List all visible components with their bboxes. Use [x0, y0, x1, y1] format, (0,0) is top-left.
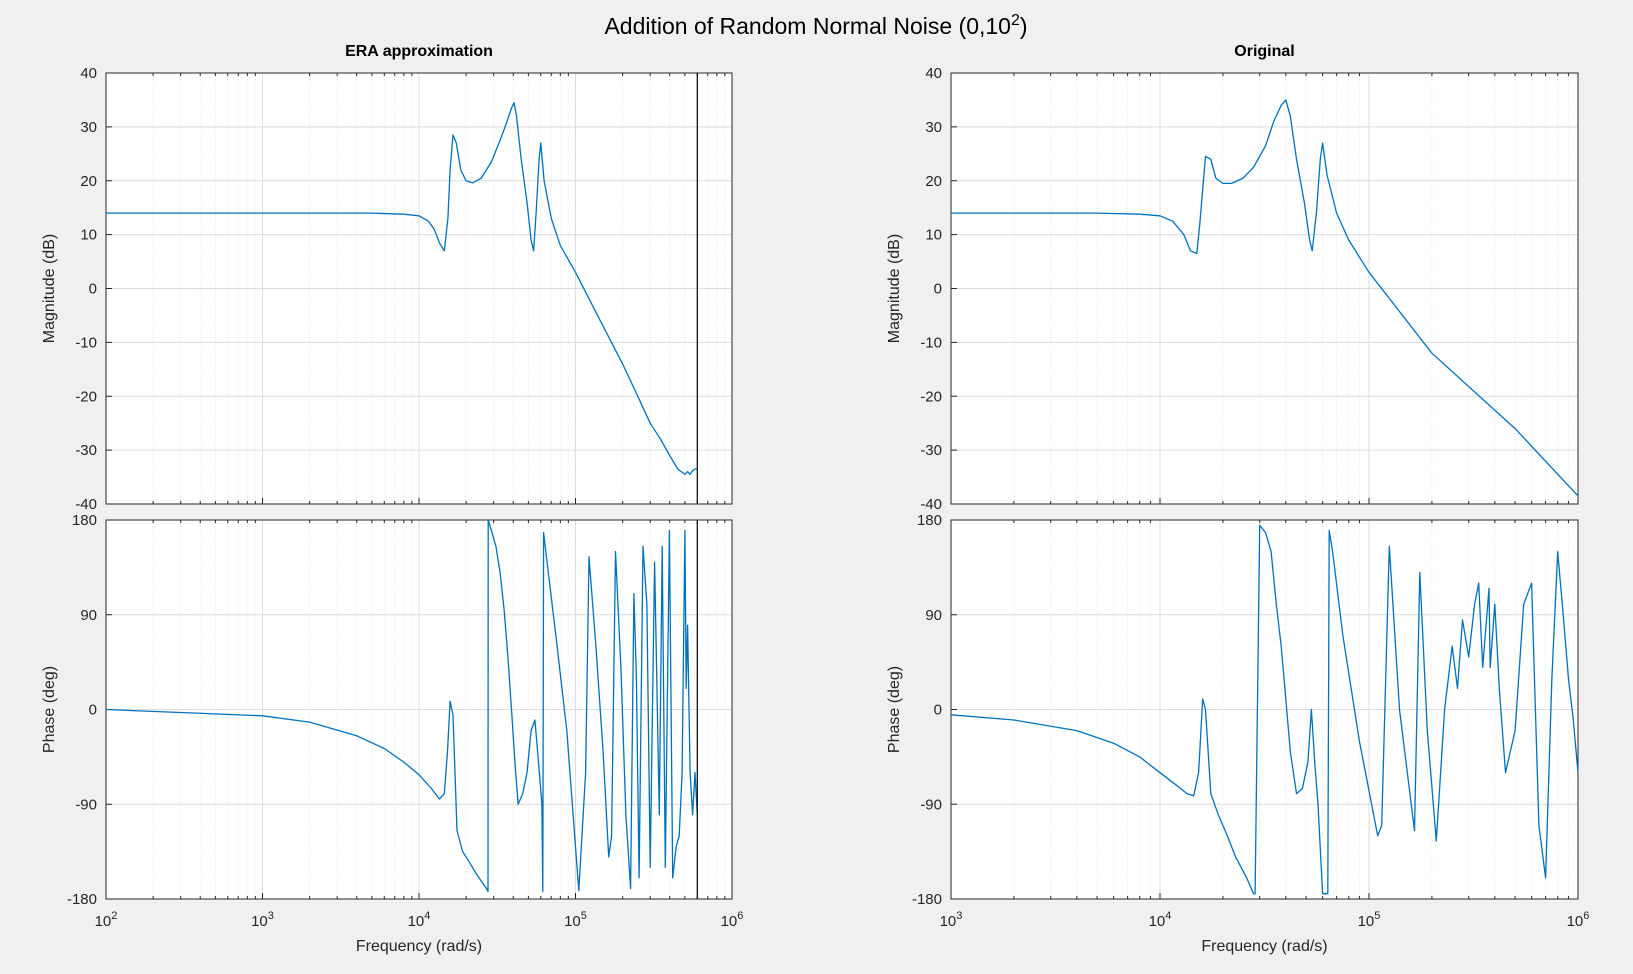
- y-tick-label: 180: [917, 512, 942, 529]
- y-axis-label: Magnitude (dB): [41, 234, 58, 343]
- series-line: [106, 101, 698, 476]
- x-tick-label: 103: [940, 910, 963, 930]
- x-axis-label: Frequency (rad/s): [356, 938, 482, 955]
- chart-panel: 180 90 0 -90 -180 102 103 104 105 106 Phase (deg) F…: [41, 512, 743, 955]
- y-tick-label: 0: [934, 702, 942, 719]
- y-tick-label: 90: [925, 607, 942, 624]
- y-tick-label: -20: [75, 388, 97, 405]
- x-tick-label: 104: [408, 910, 431, 930]
- y-tick-label: 10: [80, 227, 97, 244]
- chart-panel: 180 90 0 -90 -180 103 104 105 106 Phase (deg) Freq…: [886, 512, 1589, 955]
- y-tick-label: 30: [80, 119, 97, 136]
- series-line: [950, 524, 1579, 895]
- y-axis-label: Phase (deg): [886, 666, 903, 753]
- series-line: [951, 99, 1579, 497]
- y-tick-label: 20: [925, 173, 942, 190]
- y-tick-label: -180: [67, 891, 97, 908]
- y-tick-label: -30: [75, 442, 97, 459]
- y-tick-label: -90: [920, 796, 942, 813]
- y-tick-label: 0: [89, 702, 97, 719]
- y-tick-label: 10: [925, 227, 942, 244]
- y-tick-label: 90: [80, 607, 97, 624]
- x-tick-label: 104: [1149, 910, 1172, 930]
- y-axis-label: Phase (deg): [41, 666, 58, 753]
- y-tick-label: -10: [75, 334, 97, 351]
- y-tick-label: 180: [72, 512, 97, 529]
- figure-title: Addition of Random Normal Noise (0,102): [604, 12, 1027, 39]
- y-tick-label: -90: [75, 796, 97, 813]
- axes-frame: [105, 72, 733, 505]
- y-tick-label: -30: [920, 442, 942, 459]
- y-tick-label: 40: [925, 65, 942, 82]
- chart-panel: 40 30 20 10 0 -10 -20 -30 -40 Original Magnitude (…: [886, 43, 1579, 513]
- y-tick-label: 0: [934, 281, 942, 298]
- y-tick-label: -40: [75, 496, 97, 513]
- y-tick-label: -20: [920, 388, 942, 405]
- axes-frame: [950, 519, 1579, 900]
- y-tick-label: -40: [920, 496, 942, 513]
- x-tick-label: 106: [1567, 910, 1590, 930]
- x-tick-label: 105: [564, 910, 587, 930]
- chart-panel: 40 30 20 10 0 -10 -20 -30 -40 ERA approximation Ma…: [41, 43, 733, 513]
- figure-title-superscript: 2: [1011, 12, 1020, 29]
- y-tick-label: -180: [912, 891, 942, 908]
- y-tick-label: 0: [89, 281, 97, 298]
- y-axis-label: Magnitude (dB): [886, 234, 903, 343]
- y-tick-label: 30: [925, 119, 942, 136]
- y-tick-label: -10: [920, 334, 942, 351]
- chart-panels: 40 30 20 10 0 -10 -20 -30 -40 ERA approximation Ma…: [41, 43, 1589, 955]
- x-axis-label: Frequency (rad/s): [1201, 938, 1327, 955]
- series-line: [105, 519, 698, 893]
- x-tick-label: 105: [1358, 910, 1381, 930]
- x-tick-label: 102: [95, 910, 118, 930]
- x-tick-label: 106: [721, 910, 744, 930]
- y-tick-label: 40: [80, 65, 97, 82]
- y-tick-label: 20: [80, 173, 97, 190]
- x-tick-label: 103: [251, 910, 274, 930]
- panel-title: ERA approximation: [345, 43, 493, 60]
- axes-frame: [950, 72, 1579, 505]
- panel-title: Original: [1234, 43, 1294, 60]
